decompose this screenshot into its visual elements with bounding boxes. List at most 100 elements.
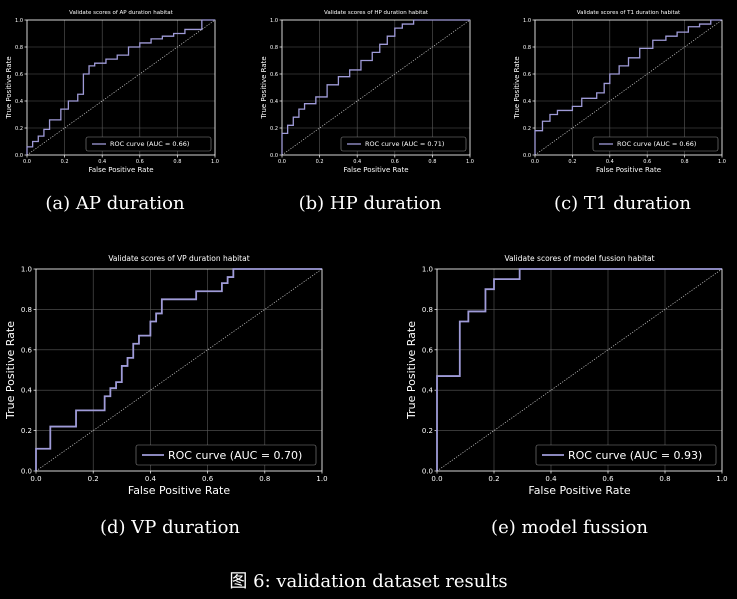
chart-d-roc-curve xyxy=(35,268,322,471)
chart-b-ylabel: True Positive Rate xyxy=(260,56,268,119)
chart-vp-svg: Validate scores of VP duration habitat 0.… xyxy=(4,254,328,497)
chart-a-ytick-label-2: 0.4 xyxy=(15,99,23,105)
chart-c-frame xyxy=(534,19,723,156)
chart-t1-svg: Validate scores of T1 duration habitat 0.… xyxy=(513,10,726,174)
chart-c-xtick-label-5: 1.0 xyxy=(718,159,726,165)
chart-c-xtick-label-0: 0.0 xyxy=(531,159,539,165)
chart-d-xtick-label-2: 0.4 xyxy=(145,475,157,483)
chart-e-ytick-label-2: 0.4 xyxy=(422,387,434,395)
subcaption-ap: (a) AP duration xyxy=(45,193,185,214)
chart-a-ytick-label-4: 0.8 xyxy=(15,45,23,51)
chart-e-title: Validate scores of model fussion habitat xyxy=(504,254,654,263)
chart-d-ylabel: True Positive Rate xyxy=(4,321,17,420)
chart-a-xtick-label-5: 1.0 xyxy=(211,159,219,165)
chart-e-chance-line xyxy=(436,268,723,472)
chart-a-ylabel: True Positive Rate xyxy=(5,56,13,119)
chart-a-frame xyxy=(26,19,216,156)
chart-b-ytick-label-2: 0.4 xyxy=(270,99,278,105)
chart-d-xtick-label-3: 0.6 xyxy=(202,475,214,483)
chart-a-ytick-label-5: 1.0 xyxy=(15,18,23,24)
chart-b-ytick-label-1: 0.2 xyxy=(270,126,278,132)
chart-e-legend-box xyxy=(535,444,717,466)
chart-d-ytick-label-3: 0.6 xyxy=(21,346,33,354)
chart-hp-svg: Validate scores of HP duration habitat 0.… xyxy=(260,10,474,174)
chart-d-xtick-label-1: 0.2 xyxy=(88,475,99,483)
chart-d-title: Validate scores of VP duration habitat xyxy=(108,254,249,263)
chart-b-xtick-label-1: 0.2 xyxy=(316,159,324,165)
chart-c-chance-line xyxy=(534,19,723,156)
chart-d-xtick-label-0: 0.0 xyxy=(30,475,41,483)
chart-e-ytick-label-1: 0.2 xyxy=(422,427,433,435)
chart-c-ytick-label-0: 0.0 xyxy=(523,153,531,159)
chart-d-xlabel: False Positive Rate xyxy=(128,484,230,497)
chart-e-ytick-label-3: 0.6 xyxy=(422,346,434,354)
figure-caption: 图 6: validation dataset results xyxy=(0,567,737,593)
chart-e-roc-curve xyxy=(436,268,722,471)
chart-e-ytick-label-0: 0.0 xyxy=(422,467,433,475)
chart-a-chance-line xyxy=(26,19,216,156)
chart-e-ytick-label-4: 0.8 xyxy=(422,306,433,314)
chart-e-xtick-label-0: 0.0 xyxy=(431,475,442,483)
chart-a-xtick-label-2: 0.4 xyxy=(98,159,106,165)
chart-e-ytick-label-5: 1.0 xyxy=(422,265,433,273)
chart-b-ytick-label-0: 0.0 xyxy=(270,153,278,159)
chart-panel-hp: Validate scores of HP duration habitat 0.… xyxy=(255,0,485,180)
chart-e-ylabel: True Positive Rate xyxy=(405,321,418,420)
chart-b-legend-label: ROC curve (AUC = 0.71) xyxy=(365,140,444,148)
chart-b-frame xyxy=(281,19,471,156)
chart-d-legend-box xyxy=(135,444,317,466)
subcaption-vp: (d) VP duration xyxy=(100,517,240,538)
chart-a-ytick-label-3: 0.6 xyxy=(15,72,23,78)
chart-a-xtick-label-4: 0.8 xyxy=(173,159,181,165)
chart-panel-fusion: Validate scores of model fussion habitat… xyxy=(402,240,737,502)
chart-e-legend-label: ROC curve (AUC = 0.93) xyxy=(568,449,702,462)
chart-d-ytick-label-5: 1.0 xyxy=(21,265,32,273)
chart-a-xtick-label-1: 0.2 xyxy=(61,159,69,165)
subcaption-hp: (b) HP duration xyxy=(298,193,442,214)
chart-c-xtick-label-4: 0.8 xyxy=(681,159,689,165)
chart-d-frame xyxy=(35,268,323,472)
chart-a-title: Validate scores of AP duration habitat xyxy=(69,10,173,16)
chart-c-title: Validate scores of T1 duration habitat xyxy=(577,10,681,16)
chart-e-xtick-label-2: 0.4 xyxy=(545,475,557,483)
chart-b-xtick-label-4: 0.8 xyxy=(428,159,436,165)
chart-e-xtick-label-1: 0.2 xyxy=(488,475,499,483)
chart-a-roc-curve xyxy=(26,19,215,155)
chart-a-xtick-label-3: 0.6 xyxy=(136,159,144,165)
chart-a-xlabel: False Positive Rate xyxy=(88,166,153,174)
chart-c-xlabel: False Positive Rate xyxy=(596,166,661,174)
chart-c-ytick-label-5: 1.0 xyxy=(523,18,531,24)
chart-d-ytick-label-1: 0.2 xyxy=(21,427,32,435)
chart-b-xtick-label-2: 0.4 xyxy=(353,159,361,165)
chart-c-roc-curve xyxy=(534,19,722,155)
chart-fusion-svg: Validate scores of model fussion habitat… xyxy=(405,254,728,497)
chart-d-xtick-label-4: 0.8 xyxy=(259,475,270,483)
chart-ap-svg: Validate scores of AP duration habitat 0.… xyxy=(5,10,219,174)
chart-e-xtick-label-3: 0.6 xyxy=(602,475,614,483)
chart-a-ytick-label-0: 0.0 xyxy=(15,153,23,159)
chart-b-ytick-label-3: 0.6 xyxy=(270,72,278,78)
chart-panel-vp: Validate scores of VP duration habitat 0.… xyxy=(0,240,330,502)
chart-panel-t1: Validate scores of T1 duration habitat 0.… xyxy=(508,0,737,180)
chart-b-chance-line xyxy=(281,19,471,156)
chart-d-ytick-label-0: 0.0 xyxy=(21,467,32,475)
chart-c-ytick-label-4: 0.8 xyxy=(523,45,531,51)
chart-b-title: Validate scores of HP duration habitat xyxy=(324,10,429,16)
chart-d-chance-line xyxy=(35,268,323,472)
chart-c-ytick-label-1: 0.2 xyxy=(523,126,531,132)
chart-b-xlabel: False Positive Rate xyxy=(343,166,408,174)
chart-c-ylabel: True Positive Rate xyxy=(513,56,521,119)
chart-c-legend-box xyxy=(592,136,719,152)
chart-b-ytick-label-5: 1.0 xyxy=(270,18,278,24)
chart-b-xtick-label-5: 1.0 xyxy=(466,159,474,165)
chart-c-xtick-label-2: 0.4 xyxy=(606,159,614,165)
chart-d-legend-label: ROC curve (AUC = 0.70) xyxy=(168,449,302,462)
chart-c-xtick-label-1: 0.2 xyxy=(568,159,576,165)
chart-b-xtick-label-0: 0.0 xyxy=(278,159,286,165)
chart-d-ytick-label-2: 0.4 xyxy=(21,387,33,395)
chart-b-legend-box xyxy=(340,136,467,152)
chart-c-legend-label: ROC curve (AUC = 0.66) xyxy=(617,140,696,148)
chart-panel-ap: Validate scores of AP duration habitat 0.… xyxy=(0,0,230,180)
figure-caption-prefix: 图 6: xyxy=(229,571,271,592)
chart-c-ytick-label-3: 0.6 xyxy=(523,72,531,78)
